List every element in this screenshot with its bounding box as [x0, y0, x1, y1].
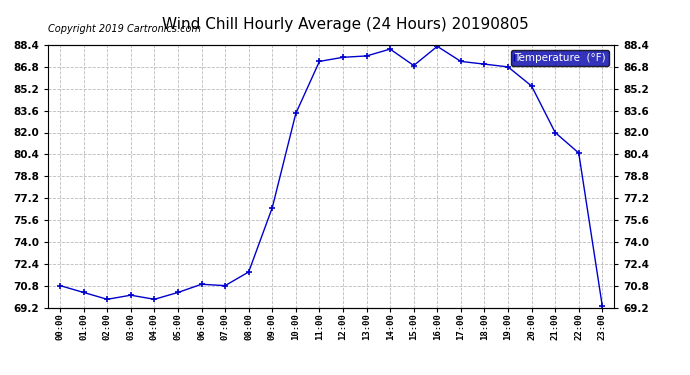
Text: Wind Chill Hourly Average (24 Hours) 20190805: Wind Chill Hourly Average (24 Hours) 201…: [161, 17, 529, 32]
Legend: Temperature  (°F): Temperature (°F): [511, 50, 609, 66]
Text: Copyright 2019 Cartronics.com: Copyright 2019 Cartronics.com: [48, 24, 201, 34]
